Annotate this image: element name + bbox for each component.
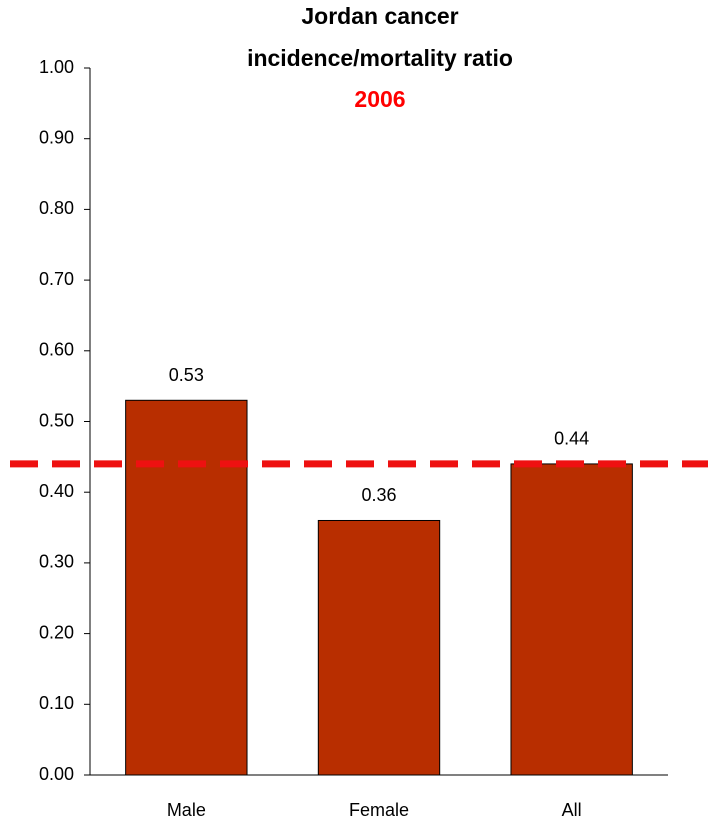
bar xyxy=(125,399,248,776)
value-label: 0.53 xyxy=(169,365,204,385)
chart-title: incidence/mortality ratio xyxy=(247,45,513,71)
y-tick-label: 0.60 xyxy=(39,340,74,360)
y-tick-label: 0.20 xyxy=(39,622,74,642)
y-tick-label: 0.70 xyxy=(39,269,74,289)
value-label: 0.36 xyxy=(361,485,396,505)
y-tick-label: 1.00 xyxy=(39,57,74,77)
y-tick-label: 0.10 xyxy=(39,693,74,713)
y-tick-label: 0.30 xyxy=(39,552,74,572)
y-tick-label: 0.90 xyxy=(39,127,74,147)
y-tick-label: 0.00 xyxy=(39,764,74,784)
bar xyxy=(317,519,441,776)
x-tick-label: Female xyxy=(349,800,409,820)
y-tick-label: 0.40 xyxy=(39,481,74,501)
chart-title: Jordan cancer xyxy=(301,3,458,29)
x-tick-label: Male xyxy=(167,800,206,820)
value-label: 0.44 xyxy=(554,429,589,449)
y-tick-label: 0.80 xyxy=(39,198,74,218)
chart-subtitle: 2006 xyxy=(354,86,405,112)
bar xyxy=(510,463,633,776)
x-tick-label: All xyxy=(562,800,582,820)
y-tick-label: 0.50 xyxy=(39,410,74,430)
